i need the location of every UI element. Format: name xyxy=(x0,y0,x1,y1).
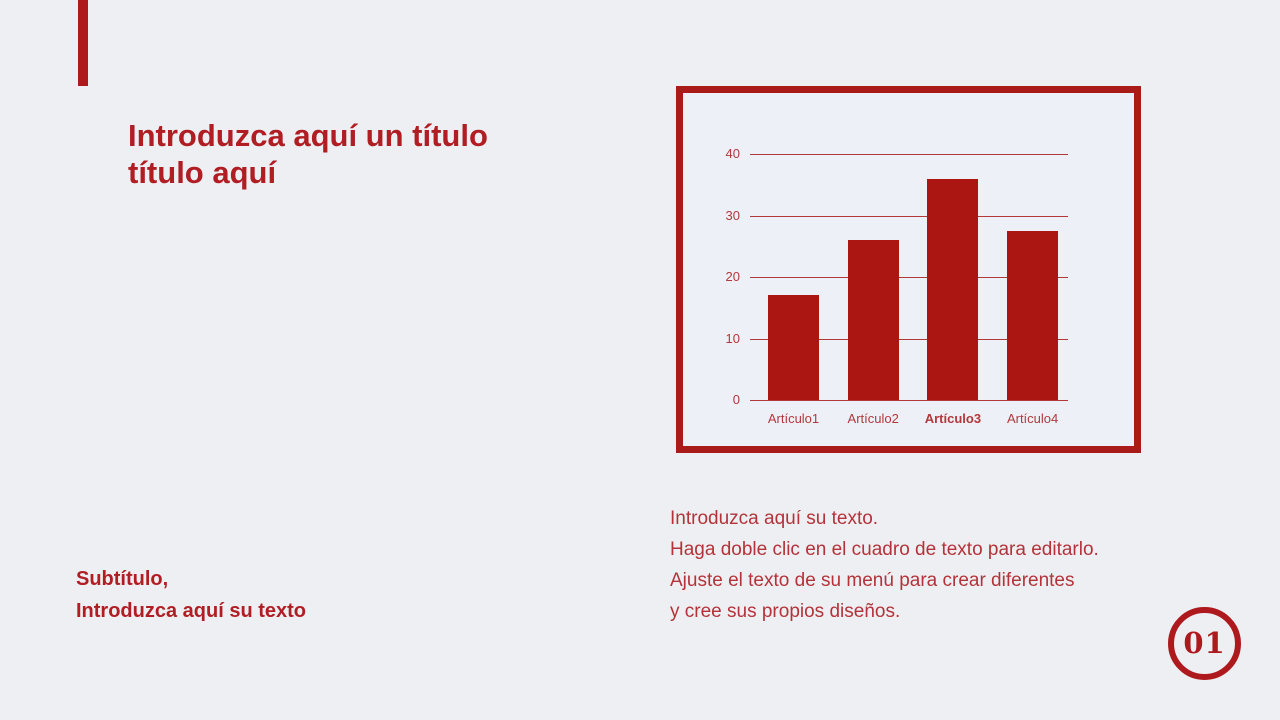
gridline-y-40 xyxy=(750,154,1068,155)
page-number: 01 xyxy=(1183,625,1226,660)
gridline-y-10 xyxy=(750,338,1068,340)
gridline-y-0 xyxy=(750,400,1068,401)
subtitle-line-1: Subtítulo, xyxy=(76,568,169,590)
title-line-1: Introduzca aquí un título xyxy=(128,118,488,153)
title-textbox[interactable]: Introduzca aquí un título título aquí xyxy=(128,117,608,191)
accent-bar xyxy=(78,0,88,86)
body-textbox[interactable]: Introduzca aquí su texto. Haga doble cli… xyxy=(670,503,1150,627)
bar-Artículo2 xyxy=(847,240,899,400)
bar-Artículo4 xyxy=(1007,230,1059,400)
page-number-badge: 01 xyxy=(1168,607,1241,680)
bar-Artículo1 xyxy=(768,295,819,400)
x-axis-label-Artículo2: Artículo2 xyxy=(847,411,899,426)
body-line-1: Introduzca aquí su texto. xyxy=(670,508,879,529)
x-axis-label-Artículo1: Artículo1 xyxy=(767,411,820,426)
subtitle-textbox[interactable]: Subtítulo, Introduzca aquí su texto xyxy=(76,563,496,627)
x-axis-label-Artículo4: Artículo4 xyxy=(1006,411,1059,426)
bar-chart-object[interactable]: 0 10 20 30 40 Artículo1 Artículo2 Artículo3 Artí… xyxy=(676,86,1141,453)
subtitle-line-2: Introduzca aquí su texto xyxy=(76,600,307,622)
y-axis-tick-0: 0 xyxy=(732,392,740,407)
bar-Artículo3 xyxy=(927,178,979,400)
y-axis-tick-40: 40 xyxy=(725,146,740,161)
gridline-y-20 xyxy=(750,277,1068,278)
body-line-4: y cree sus propios diseños. xyxy=(670,601,901,622)
y-axis-tick-10: 10 xyxy=(725,330,740,346)
y-axis-tick-30: 30 xyxy=(725,207,740,223)
body-line-2: Haga doble clic en el cuadro de texto pa… xyxy=(670,539,1099,560)
title-line-2: título aquí xyxy=(128,155,277,190)
gridline-y-30 xyxy=(750,215,1068,217)
chart-plot: 0 10 20 30 40 Artículo1 Artículo2 Artículo3 Artí… xyxy=(683,93,1134,446)
x-axis-label-Artículo3: Artículo3 xyxy=(924,411,982,426)
body-line-3: Ajuste el texto de su menú para crear di… xyxy=(670,570,1075,591)
y-axis-tick-20: 20 xyxy=(725,269,740,284)
